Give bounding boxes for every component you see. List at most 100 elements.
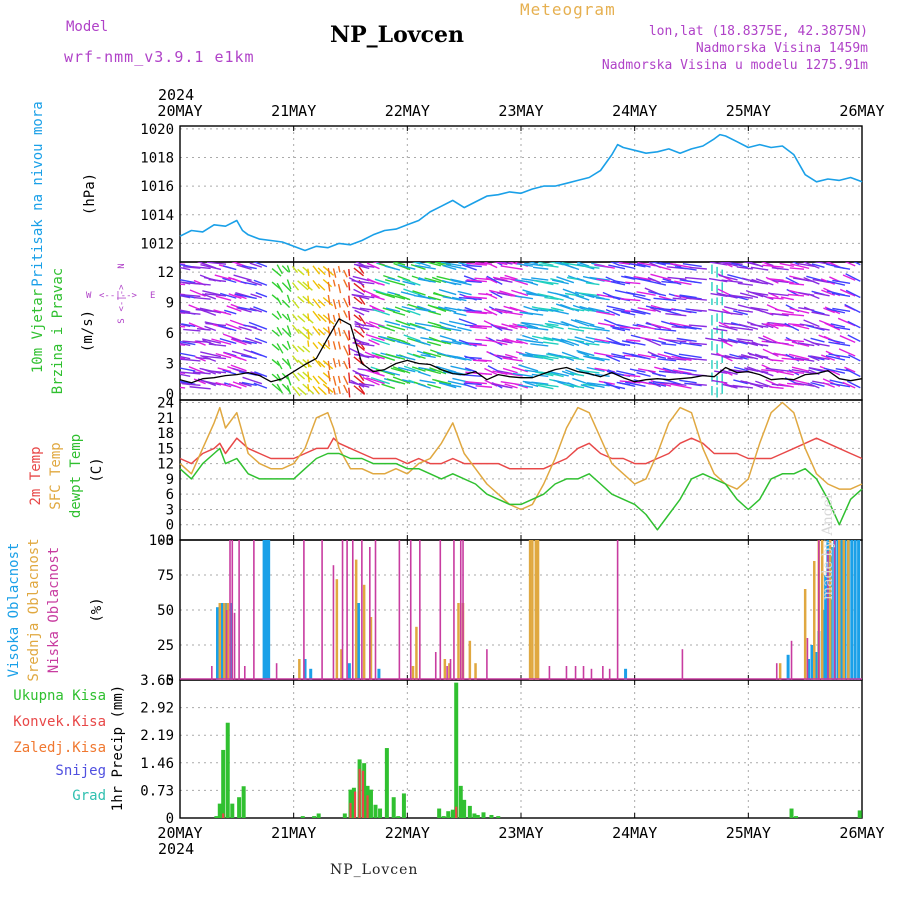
wind-arrow [833,326,851,331]
wind-arrow [788,323,805,326]
wind-arrow [332,279,336,287]
wind-arrow [555,292,575,301]
compass-south: S [117,318,127,323]
y-tick-label-precip: 0 [166,811,174,827]
wind-arrow [355,262,365,267]
wind-arrow [372,354,385,360]
wind-arrow [359,307,375,311]
wind-arrow [676,337,697,343]
wind-arrow [493,324,508,330]
wind-arrow [394,306,411,314]
wind-arrow [412,290,426,296]
wind-arrow [531,335,554,342]
wind-arrow [612,279,631,285]
wind-arrow [539,324,554,329]
wind-arrow [463,383,477,390]
wind-arrow [249,262,263,268]
precip-bar [351,787,356,818]
x-tick-label-top: 24MAY [612,102,657,120]
wind-arrow [731,262,748,269]
wind-arrow [200,351,222,358]
wind-arrow [826,307,846,314]
wind-arrow [242,376,263,385]
wind-arrow [337,313,342,324]
wind-arrow [367,279,385,286]
y-tick-label-wind: 9 [166,296,174,312]
precip-legend-0: Ukupna Kisa [13,688,106,704]
wind-arrow [202,338,222,344]
cloud-bar [775,663,778,680]
wind-arrow [834,265,851,270]
cloud-bar [443,659,447,680]
wind-arrow [649,306,662,313]
y-tick-label-precip: 2.92 [140,701,174,717]
wind-arrow [490,339,508,346]
wind-arrow [291,355,299,364]
wind-arrow [271,358,280,366]
wind-arrow [496,370,513,375]
wind-arrow [794,382,815,387]
wind-arrow [247,325,263,332]
wind-arrow [516,263,534,267]
wind-arrow [276,282,284,293]
cloud-bar [321,540,323,680]
wind-arrow [180,380,196,385]
wind-arrow [484,367,498,376]
cloud-bar [216,607,220,680]
wind-arrow [228,383,242,389]
x-tick-label-bottom: 21MAY [271,824,316,842]
precip-bar [300,816,305,818]
y-tick-label-temperature: 6 [166,487,174,503]
wind-arrow [515,339,529,345]
wind-arrow [353,296,363,305]
precip-bar [361,770,365,818]
cloud-bar [536,540,540,680]
wind-arrow [440,262,462,267]
wind-arrow [281,343,289,351]
cloud-bar [264,540,268,680]
cloud-bar [335,579,339,680]
wind-arrow [180,355,191,360]
wind-arrow [297,386,307,396]
compass-east: E [150,291,155,301]
precip-bar [446,811,451,818]
wind-arrow [238,326,252,332]
wind-arrow [398,339,411,345]
wind-arrow [281,357,291,367]
wind-arrow [637,368,656,373]
cloud-bar [356,603,360,680]
wind-arrow [561,355,585,361]
wind-arrow [654,328,677,332]
wind-arrow [286,340,291,350]
wind-arrow [241,264,257,270]
compass-west: W [86,291,92,301]
wind-arrow [398,366,416,373]
cloud-bar [474,663,477,680]
wind-arrow [778,383,794,388]
wind-arrow [312,326,321,336]
wind-arrow [689,382,707,386]
wind-arrow [838,348,856,357]
wind-arrow [787,293,805,297]
wind-arrow [386,324,406,331]
wind-arrow [494,277,513,283]
wind-arrow [372,308,390,316]
wind-arrow [297,372,306,380]
wind-arrow [745,289,764,298]
wind-arrow [594,263,615,269]
wind-arrow [180,371,201,375]
page-title: NP_Lovcen [330,22,464,48]
wind-arrow [307,281,310,289]
wind-arrow [343,345,350,356]
wind-arrow [358,385,366,395]
wind-arrow [719,369,738,375]
wind-arrow [560,338,580,347]
wind-arrow [402,278,421,286]
wind-arrow [737,282,753,286]
wind-arrow [180,293,201,298]
wind-arrow [286,358,292,370]
wind-arrow [236,264,252,271]
wind-arrow [188,322,206,331]
wind-arrow [828,353,851,359]
wind-arrow [717,262,738,267]
